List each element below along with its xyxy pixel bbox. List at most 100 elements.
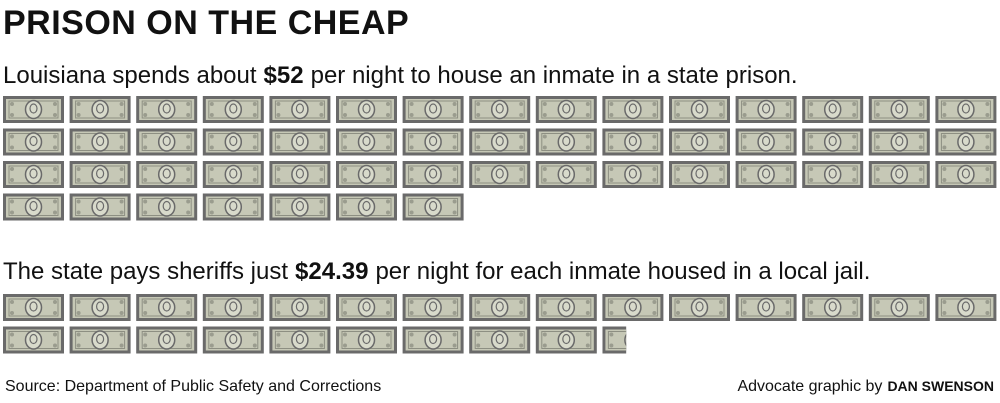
bill <box>3 96 64 123</box>
bill <box>136 96 198 123</box>
bill-portrait <box>224 132 243 152</box>
value-label: $52 <box>264 62 304 89</box>
bill-corner <box>343 332 347 337</box>
bill-head <box>828 103 837 114</box>
bill <box>3 161 64 188</box>
bill-corner <box>386 343 390 348</box>
bill-portrait <box>91 99 109 120</box>
bill <box>69 96 131 123</box>
bill-head <box>95 333 105 345</box>
bill-corner <box>918 167 923 171</box>
bill-portrait <box>690 164 709 185</box>
bill <box>269 128 331 156</box>
bill <box>735 294 797 321</box>
bill <box>269 96 331 123</box>
bill-corner <box>53 178 57 182</box>
bill-head <box>828 168 837 179</box>
bill-corner <box>542 167 547 171</box>
bill-portrait <box>291 297 309 318</box>
bill-head <box>162 135 171 147</box>
bill <box>935 161 997 188</box>
bill-corner <box>53 311 57 315</box>
bill-corner <box>875 311 880 315</box>
bill-head <box>495 333 504 345</box>
bill-corner <box>209 199 214 204</box>
bill-corner <box>785 167 790 171</box>
bill-corner <box>542 343 547 348</box>
bill-corner <box>875 134 880 139</box>
bill <box>669 96 730 123</box>
bill-corner <box>119 210 124 215</box>
bill-portrait <box>357 99 376 120</box>
bill-corner <box>119 167 124 171</box>
bill <box>469 161 531 188</box>
bill-corner <box>10 145 14 150</box>
bill-corner <box>409 102 414 106</box>
sentence-start: The state pays sheriffs just <box>3 258 288 285</box>
bill-corner <box>209 300 214 304</box>
bill-head <box>562 135 571 147</box>
bill-head <box>495 135 504 147</box>
bill-corner <box>409 113 414 117</box>
bill-corner <box>476 178 481 182</box>
row-sentence: The state pays sheriffs just $24.39 per ni… <box>3 258 870 285</box>
bill-corner <box>609 311 614 315</box>
bill-corner <box>985 134 990 139</box>
bill-corner <box>409 210 414 215</box>
bill-head <box>362 333 371 345</box>
bill-head <box>229 135 238 147</box>
credit-name: DAN SWENSON <box>887 378 994 394</box>
bill-portrait <box>291 164 309 185</box>
bill-corner <box>452 311 457 315</box>
bill-corner <box>476 332 481 337</box>
bill-portrait <box>24 330 43 350</box>
bill-corner <box>319 343 324 348</box>
bill-corner <box>209 167 214 171</box>
bill-portrait <box>823 99 842 120</box>
bill <box>202 326 264 354</box>
bill-corner <box>519 300 524 304</box>
bill-portrait <box>757 132 775 152</box>
bill <box>69 326 131 354</box>
bill-corner <box>409 311 414 315</box>
bill-corner <box>276 199 281 204</box>
bill-corner <box>809 178 814 182</box>
bill <box>3 193 64 221</box>
bill-corner <box>119 199 124 204</box>
bill-corner <box>985 311 990 315</box>
bill <box>69 193 131 221</box>
bill-corner <box>53 145 57 150</box>
bill-corner <box>852 134 857 139</box>
bill-corner <box>76 210 81 215</box>
bill-corner <box>476 113 481 117</box>
bill-corner <box>53 343 57 348</box>
bill-corner <box>742 134 747 139</box>
bill-corner <box>519 113 524 117</box>
bill-portrait <box>890 132 909 152</box>
bill-corner <box>676 300 680 304</box>
bill-corner <box>609 300 614 304</box>
bill-head <box>562 103 571 114</box>
bill <box>402 128 464 156</box>
bill-corner <box>76 311 81 315</box>
bill-corner <box>143 210 148 215</box>
bill-portrait <box>291 197 309 217</box>
bill-corner <box>585 113 590 117</box>
bill-portrait <box>624 99 642 120</box>
value-label: $24.39 <box>295 258 368 285</box>
bill-corner <box>319 311 324 315</box>
bill-head <box>29 200 38 212</box>
bill-head <box>828 301 837 312</box>
bill <box>868 294 930 321</box>
bill <box>935 294 997 321</box>
bill <box>336 193 397 221</box>
bill-head <box>495 301 504 312</box>
bill-corner <box>276 134 281 139</box>
bill-corner <box>209 332 214 337</box>
bill-head <box>29 301 38 312</box>
bill-head <box>895 301 904 312</box>
bill-corner <box>452 300 457 304</box>
bill <box>269 294 331 321</box>
bill-corner <box>53 199 57 204</box>
bill-corner <box>252 102 257 106</box>
